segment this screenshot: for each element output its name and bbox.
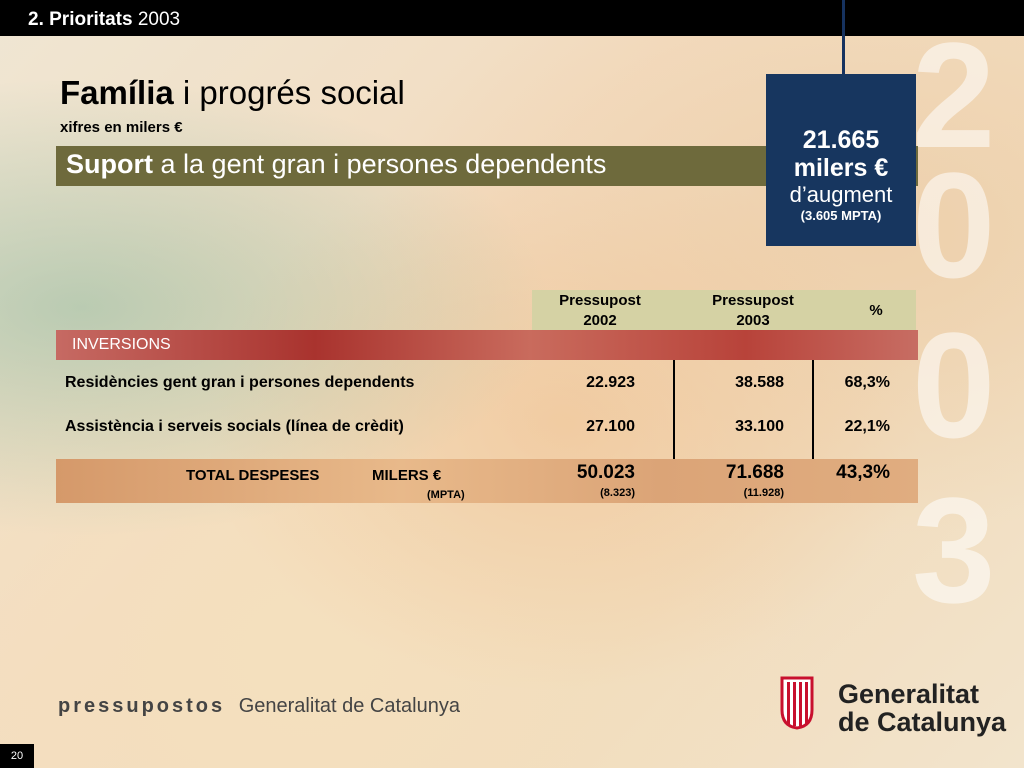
header-line: 2003 <box>736 312 770 329</box>
table-cell-pct: 22,1% <box>844 418 890 435</box>
increase-label: d’augment <box>789 182 893 207</box>
page-title: Família i progrés social <box>60 74 405 112</box>
column-divider <box>812 360 814 460</box>
table-header-2002: Pressupost 2002 <box>540 291 660 331</box>
generalitat-logo-text: Generalitat de Catalunya <box>838 680 1006 736</box>
table-cell-pct: 68,3% <box>844 374 890 391</box>
increase-infobox: 21.665 milers € d’augment (3.605 MPTA) <box>766 74 916 246</box>
page-number: 20 <box>0 744 34 768</box>
section-title-year: 2003 <box>137 9 181 30</box>
year-digit: 2 <box>912 20 996 179</box>
footer-brand-bold: pressupostos <box>58 695 226 717</box>
logo-line: Generalitat <box>838 679 980 709</box>
column-divider <box>673 360 675 460</box>
background-year: 2 0 0 3 <box>912 20 1024 640</box>
table-row-label: Assistència i serveis socials (línea de … <box>65 418 404 435</box>
page-subtitle: xifres en milers € <box>60 119 183 136</box>
topic-band-rest: a la gent gran i persones dependents <box>160 149 607 179</box>
increase-unit: milers € <box>793 154 889 182</box>
generalitat-logo-icon <box>780 676 814 730</box>
year-digit: 3 <box>912 466 996 634</box>
page-title-rest: i progrés social <box>182 74 405 111</box>
table-header-pct: % <box>869 302 883 319</box>
total-2003: 71.688 <box>725 462 784 483</box>
section-title: 2. Prioritats 2003 <box>28 9 180 31</box>
inversions-bar: INVERSIONS <box>56 330 918 360</box>
total-label: TOTAL DESPESES <box>186 467 320 484</box>
year-digit: 0 <box>912 301 996 469</box>
topic-band-bold: Suport <box>66 149 153 179</box>
increase-mpta: (3.605 MPTA) <box>800 208 882 223</box>
table-header-row <box>532 290 916 330</box>
total-pct: 43,3% <box>836 462 890 483</box>
table-row-label: Residències gent gran i persones depende… <box>65 374 415 391</box>
header-line: Pressupost <box>712 292 794 309</box>
logo-line: de Catalunya <box>838 707 1007 737</box>
table-cell-2003: 33.100 <box>735 418 784 435</box>
page-title-bold: Família <box>60 74 174 111</box>
total-unit-mpta: (MPTA) <box>427 489 465 501</box>
total-2003-mpta: (11.928) <box>743 487 784 499</box>
footer-brand-rest: Generalitat de Catalunya <box>238 695 460 717</box>
top-bar: 2. Prioritats 2003 <box>0 0 1024 36</box>
vertical-accent-line <box>842 0 845 76</box>
header-line: 2002 <box>583 312 617 329</box>
total-2002-mpta: (8.323) <box>600 487 635 499</box>
total-unit: MILERS € <box>372 467 442 484</box>
topic-band-text: Suport a la gent gran i persones depende… <box>66 149 606 180</box>
table-header-2003: Pressupost 2003 <box>693 291 813 331</box>
total-2002: 50.023 <box>576 462 635 483</box>
year-digit: 0 <box>912 141 996 309</box>
header-line: Pressupost <box>559 292 641 309</box>
table-cell-2003: 38.588 <box>735 374 784 391</box>
inversions-label: INVERSIONS <box>72 336 171 353</box>
section-title-bold: 2. Prioritats <box>28 9 133 30</box>
total-row <box>56 459 918 503</box>
increase-amount: 21.665 <box>802 126 880 154</box>
table-cell-2002: 22.923 <box>586 374 635 391</box>
footer-brand: pressupostos Generalitat de Catalunya <box>58 695 460 718</box>
table-cell-2002: 27.100 <box>586 418 635 435</box>
